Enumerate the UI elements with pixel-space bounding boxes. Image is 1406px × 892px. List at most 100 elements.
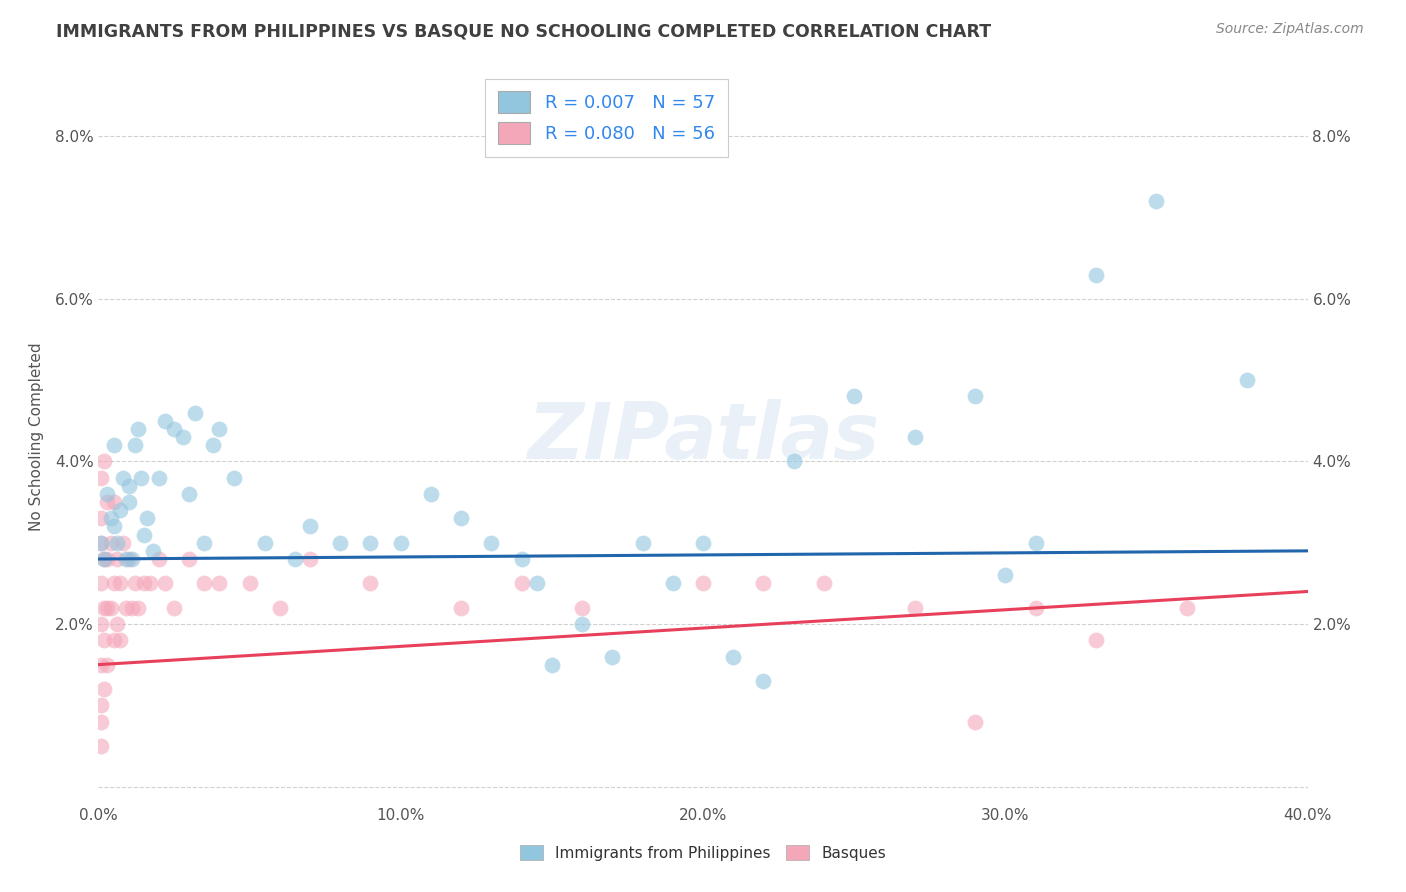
- Point: [1024, 600, 1046, 615]
- Point: [184, 406, 207, 420]
- Point: [1175, 600, 1198, 615]
- Y-axis label: No Schooling Completed: No Schooling Completed: [28, 343, 44, 532]
- Point: [783, 454, 806, 468]
- Point: [540, 657, 562, 672]
- Point: [208, 422, 231, 436]
- Point: [510, 576, 533, 591]
- Point: [299, 552, 322, 566]
- Point: [108, 503, 131, 517]
- Point: [118, 495, 141, 509]
- Point: [124, 576, 146, 591]
- Point: [96, 487, 118, 501]
- Point: [90, 698, 112, 713]
- Point: [193, 535, 215, 549]
- Point: [179, 487, 201, 501]
- Point: [127, 600, 149, 615]
- Point: [965, 389, 987, 403]
- Point: [90, 657, 112, 672]
- Point: [114, 552, 136, 566]
- Point: [904, 430, 927, 444]
- Point: [239, 576, 262, 591]
- Point: [389, 535, 412, 549]
- Point: [571, 617, 593, 632]
- Point: [208, 576, 231, 591]
- Point: [360, 576, 382, 591]
- Point: [179, 552, 201, 566]
- Point: [100, 535, 122, 549]
- Point: [108, 576, 131, 591]
- Point: [269, 600, 291, 615]
- Point: [100, 600, 122, 615]
- Point: [121, 600, 143, 615]
- Point: [105, 552, 128, 566]
- Point: [108, 633, 131, 648]
- Point: [692, 535, 714, 549]
- Point: [994, 568, 1017, 582]
- Point: [105, 535, 128, 549]
- Point: [118, 479, 141, 493]
- Point: [124, 438, 146, 452]
- Point: [90, 535, 112, 549]
- Point: [148, 471, 170, 485]
- Point: [526, 576, 548, 591]
- Point: [142, 544, 165, 558]
- Legend: Immigrants from Philippines, Basques: Immigrants from Philippines, Basques: [512, 837, 894, 868]
- Point: [129, 471, 152, 485]
- Point: [103, 438, 125, 452]
- Point: [90, 471, 112, 485]
- Point: [111, 471, 134, 485]
- Point: [90, 617, 112, 632]
- Point: [163, 600, 186, 615]
- Point: [93, 600, 115, 615]
- Point: [105, 617, 128, 632]
- Point: [844, 389, 866, 403]
- Text: IMMIGRANTS FROM PHILIPPINES VS BASQUE NO SCHOOLING COMPLETED CORRELATION CHART: IMMIGRANTS FROM PHILIPPINES VS BASQUE NO…: [56, 22, 991, 40]
- Point: [118, 552, 141, 566]
- Point: [114, 600, 136, 615]
- Point: [103, 495, 125, 509]
- Point: [253, 535, 276, 549]
- Point: [965, 714, 987, 729]
- Point: [90, 511, 112, 525]
- Point: [132, 527, 155, 541]
- Point: [481, 535, 503, 549]
- Point: [90, 535, 112, 549]
- Point: [450, 600, 472, 615]
- Point: [121, 552, 143, 566]
- Point: [111, 535, 134, 549]
- Point: [299, 519, 322, 533]
- Point: [172, 430, 194, 444]
- Point: [96, 552, 118, 566]
- Point: [1085, 268, 1108, 282]
- Point: [202, 438, 225, 452]
- Point: [90, 576, 112, 591]
- Point: [148, 552, 170, 566]
- Point: [103, 519, 125, 533]
- Point: [224, 471, 246, 485]
- Point: [420, 487, 443, 501]
- Point: [329, 535, 352, 549]
- Point: [96, 600, 118, 615]
- Point: [90, 714, 112, 729]
- Point: [1236, 373, 1258, 387]
- Point: [723, 649, 745, 664]
- Point: [163, 422, 186, 436]
- Point: [93, 633, 115, 648]
- Point: [93, 552, 115, 566]
- Point: [93, 552, 115, 566]
- Point: [450, 511, 472, 525]
- Point: [813, 576, 835, 591]
- Point: [602, 649, 624, 664]
- Point: [193, 576, 215, 591]
- Point: [510, 552, 533, 566]
- Point: [103, 576, 125, 591]
- Point: [1144, 194, 1167, 209]
- Point: [93, 454, 115, 468]
- Point: [96, 495, 118, 509]
- Point: [100, 511, 122, 525]
- Point: [1024, 535, 1046, 549]
- Point: [96, 657, 118, 672]
- Point: [135, 511, 157, 525]
- Point: [132, 576, 155, 591]
- Point: [631, 535, 654, 549]
